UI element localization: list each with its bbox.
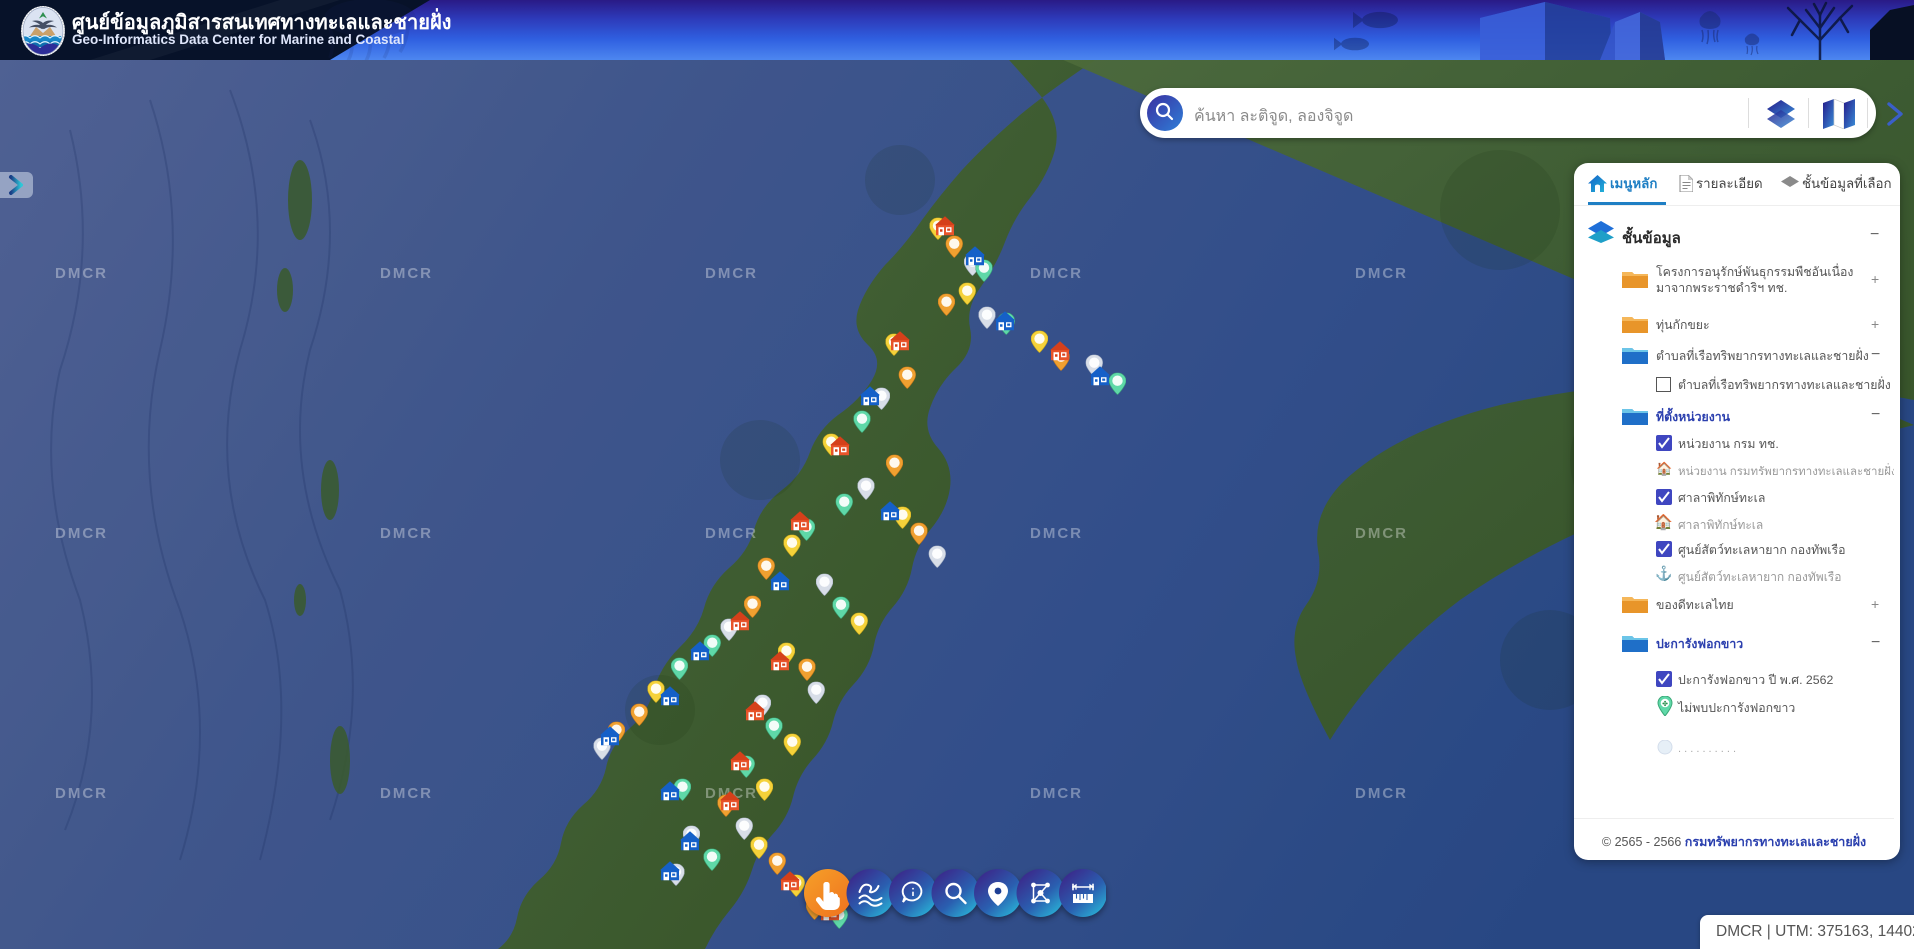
svg-text:✤: ✤ <box>1662 700 1668 708</box>
